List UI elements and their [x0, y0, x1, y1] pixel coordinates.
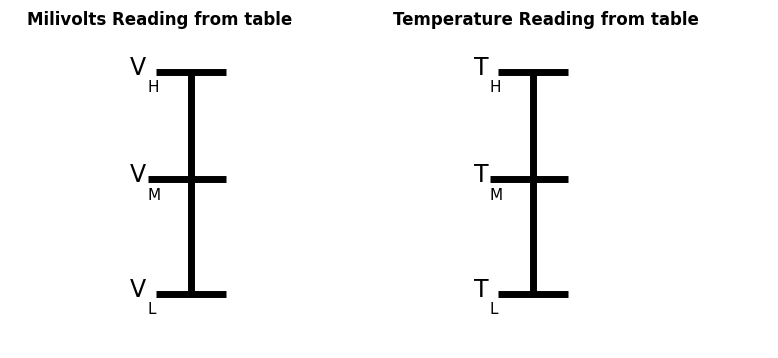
- Text: Milivolts Reading from table: Milivolts Reading from table: [27, 11, 293, 29]
- Text: H: H: [147, 80, 159, 95]
- Text: V: V: [130, 56, 146, 80]
- Text: T: T: [474, 278, 489, 302]
- Text: Temperature Reading from table: Temperature Reading from table: [393, 11, 699, 29]
- Text: M: M: [489, 188, 503, 203]
- Text: M: M: [147, 188, 160, 203]
- Text: V: V: [130, 278, 146, 302]
- Text: H: H: [489, 80, 501, 95]
- Text: L: L: [147, 302, 156, 317]
- Text: T: T: [474, 56, 489, 80]
- Text: V: V: [130, 163, 146, 188]
- Text: L: L: [489, 302, 498, 317]
- Text: T: T: [474, 163, 489, 188]
